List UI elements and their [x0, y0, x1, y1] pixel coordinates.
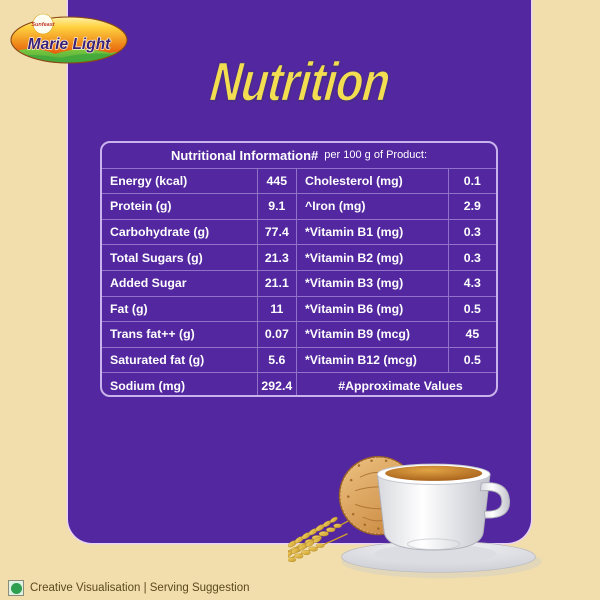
svg-text:Sunfeast: Sunfeast	[31, 22, 55, 28]
svg-text:Marie Light: Marie Light	[28, 36, 112, 53]
